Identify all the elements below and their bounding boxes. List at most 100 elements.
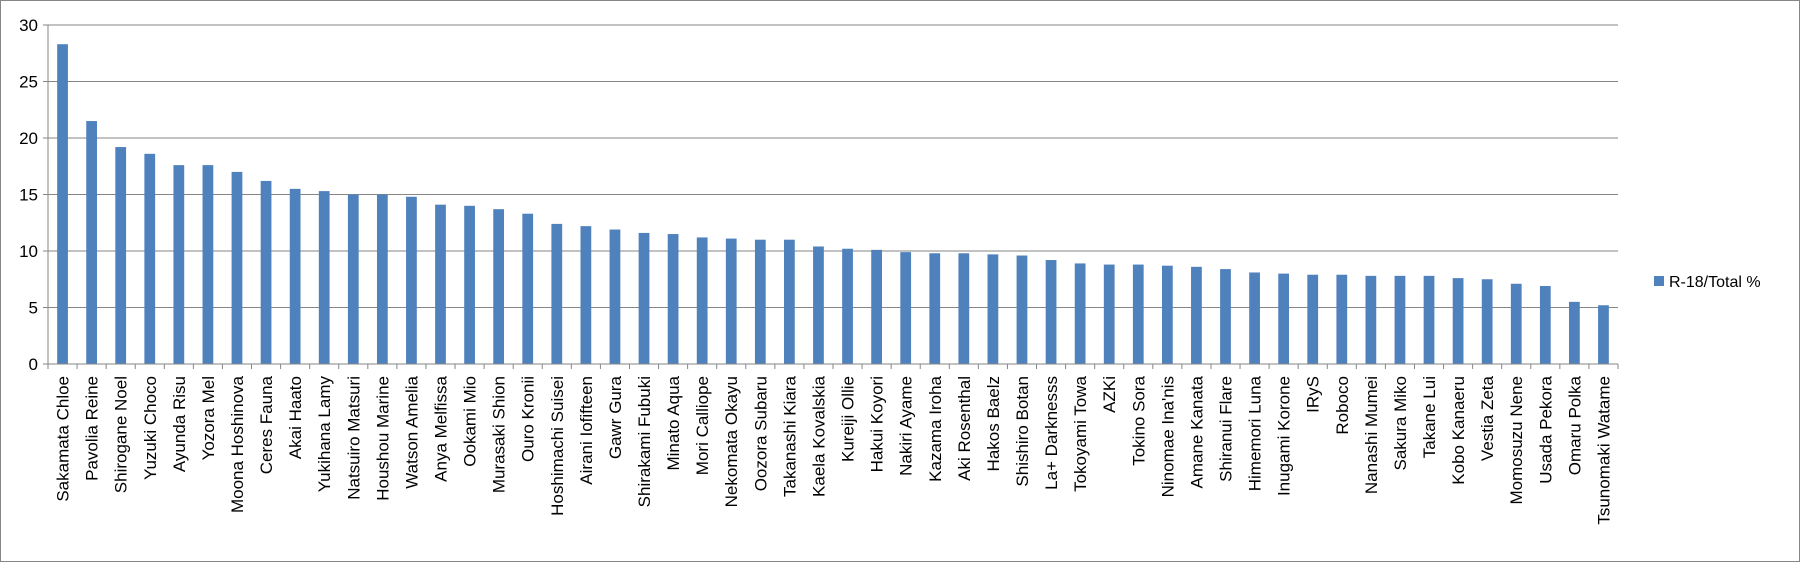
bar — [638, 232, 650, 364]
bar — [1249, 272, 1260, 364]
bar — [1510, 283, 1522, 364]
y-axis-tick-label: 20 — [19, 129, 38, 148]
y-axis-tick-label: 5 — [29, 299, 38, 318]
bar — [464, 205, 475, 364]
y-axis-tick-labels: 0 5 10 15 20 25 30 — [19, 16, 38, 374]
bar — [958, 253, 970, 364]
x-axis-tick-label: Ceres Fauna — [257, 375, 276, 474]
bar — [580, 226, 592, 364]
x-axis-tick-label: Shishiro Botan — [1013, 376, 1032, 487]
bar — [667, 234, 679, 364]
x-axis-tick-label: Amane Kanata — [1187, 375, 1206, 488]
x-axis-tick-label: Ookami Mio — [461, 376, 480, 467]
x-axis-tick-label: Sakura Miko — [1391, 376, 1410, 470]
bar — [347, 194, 359, 364]
y-axis-tick-label: 0 — [29, 355, 38, 374]
x-axis-tick-label: Inugami Korone — [1275, 376, 1294, 496]
bar — [144, 153, 156, 364]
bar — [1161, 265, 1173, 364]
x-axis-tick-label: Airani Iofifteen — [577, 376, 596, 485]
x-axis-tick-label: Yukihana Lamy — [315, 376, 334, 493]
x-axis-tick-label: Gawr Gura — [606, 375, 625, 459]
bar — [289, 188, 301, 364]
x-axis-tick-label: Shirakami Fubuki — [635, 376, 654, 507]
bar — [231, 171, 243, 364]
axes — [43, 24, 1619, 369]
x-axis-tick-label: Tsunomaki Watame — [1594, 376, 1613, 525]
y-axis-tick-label: 30 — [19, 16, 38, 35]
gridlines — [48, 24, 1618, 308]
x-axis-tick-label: Shirogane Noel — [112, 376, 131, 493]
bar — [86, 121, 97, 364]
x-axis-tick-label: La+ Darknesss — [1042, 376, 1061, 490]
bar — [900, 252, 912, 364]
bar — [522, 213, 534, 364]
y-axis-tick-label: 15 — [19, 186, 38, 205]
bar — [1220, 269, 1231, 364]
x-axis-tick-label: IRyS — [1304, 376, 1323, 413]
x-axis-tick-label: Sakamata Chloe — [54, 376, 73, 502]
bar — [1278, 273, 1290, 364]
bar — [1016, 255, 1028, 364]
bar — [609, 229, 621, 364]
bar — [493, 209, 505, 364]
bar — [725, 238, 737, 364]
y-axis-tick-label: 10 — [19, 242, 38, 261]
bar — [754, 239, 766, 364]
x-axis-tick-label: Murasaki Shion — [490, 376, 509, 493]
x-axis-tick-label: Hoshimachi Suisei — [548, 376, 567, 516]
x-axis-tick-label: Himemori Luna — [1246, 375, 1265, 491]
x-axis-tick-label: Akai Haato — [286, 376, 305, 459]
bar — [406, 196, 417, 364]
bar — [1132, 264, 1144, 364]
x-axis-tick-labels: Sakamata Chloe Pavolia Reine Shirogane Noe… — [54, 375, 1614, 524]
x-axis-tick-label: Hakos Baelz — [984, 376, 1003, 471]
bar — [551, 223, 563, 364]
bar — [1394, 275, 1406, 364]
x-axis-tick-label: Tokoyami Towa — [1071, 375, 1090, 491]
x-axis-tick-label: Ouro Kronii — [519, 376, 538, 462]
x-axis-tick-label: Anya Melfissa — [432, 375, 451, 481]
bar — [1598, 305, 1609, 364]
bar — [1045, 260, 1057, 364]
bar — [115, 147, 127, 364]
bar — [260, 180, 272, 364]
bar — [1307, 274, 1319, 364]
x-axis-tick-label: Houshou Marine — [373, 376, 392, 501]
bar — [842, 248, 853, 364]
bar — [1191, 266, 1202, 364]
x-axis-tick-label: Pavolia Reine — [83, 376, 102, 481]
bar — [813, 246, 824, 364]
x-axis-tick-label: Ayunda Risu — [170, 376, 189, 472]
bars — [57, 44, 1609, 365]
legend-label: R-18/Total % — [1669, 274, 1761, 291]
bar — [1074, 263, 1086, 364]
x-axis-tick-label: Vestia Zeta — [1478, 375, 1497, 461]
x-axis-tick-label: Kaela Kovalskia — [809, 375, 828, 497]
x-axis-tick-label: Aki Rosenthal — [955, 376, 974, 481]
bar — [1481, 279, 1493, 364]
x-axis-tick-label: Shiranui Flare — [1217, 376, 1236, 482]
x-axis-tick-label: Roboco — [1333, 376, 1352, 435]
x-axis-tick-label: Yozora Mel — [199, 376, 218, 460]
x-axis-tick-label: Mori Calliope — [693, 376, 712, 475]
x-axis-tick-label: Yuzuki Choco — [141, 376, 160, 480]
bar — [57, 44, 68, 365]
x-axis-tick-label: Momosuzu Nene — [1507, 376, 1526, 505]
x-axis-tick-label: Omaru Polka — [1565, 375, 1584, 475]
bar — [784, 239, 795, 364]
bar — [376, 194, 388, 364]
x-axis-tick-label: Kobo Kanaeru — [1449, 376, 1468, 485]
bar — [696, 237, 708, 364]
bar — [1423, 275, 1435, 364]
bar — [1103, 264, 1115, 364]
x-axis-tick-label: Moona Hoshinova — [228, 375, 247, 513]
bar — [1569, 301, 1580, 364]
x-axis-tick-label: Usada Pekora — [1536, 375, 1555, 483]
x-axis-tick-label: Hakui Koyori — [868, 376, 887, 472]
x-axis-tick-label: Nanashi Mumei — [1362, 376, 1381, 494]
x-axis-tick-label: Oozora Subaru — [751, 376, 770, 491]
bar — [435, 204, 446, 364]
bar — [202, 165, 214, 364]
x-axis-tick-label: AZKi — [1100, 376, 1119, 413]
